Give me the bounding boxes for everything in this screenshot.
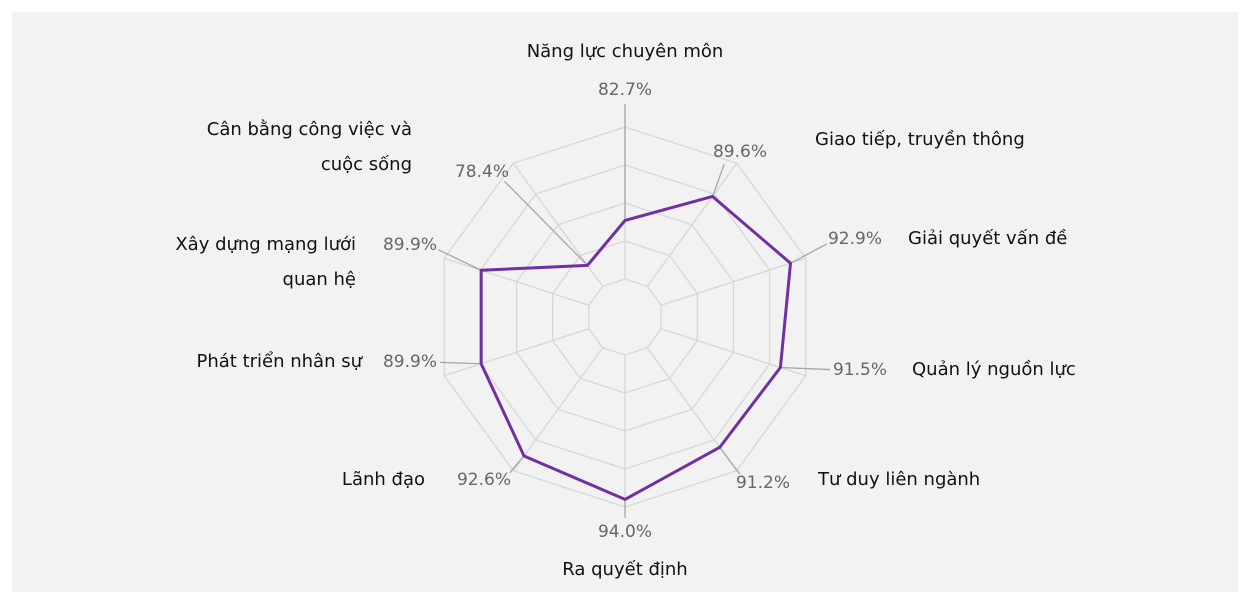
category-label: Cân bằng công việc và cuộc sống xyxy=(206,119,412,175)
category-label: Giải quyết vấn đề xyxy=(908,228,1068,249)
category-label: Lãnh đạo xyxy=(341,469,425,490)
leader-line xyxy=(711,163,725,197)
leader-line xyxy=(437,249,482,271)
category-label: Tư duy liên ngành xyxy=(818,469,981,490)
leader-line xyxy=(719,446,741,475)
spoke xyxy=(444,328,590,377)
leader-line xyxy=(509,455,525,474)
leader-line xyxy=(780,366,831,371)
category-label: Phát triển nhân sự xyxy=(196,351,363,372)
chart-area: 82.7% 89.6% 92.9% 91.5% 91.2% 94.0% 92.6% 89.9%… xyxy=(12,12,1238,592)
category-label: Giao tiếp, truyền thông xyxy=(815,129,1025,150)
value-label: 92.9% xyxy=(828,229,882,249)
value-label: 91.2% xyxy=(736,473,790,493)
spoke xyxy=(444,257,590,306)
spoke xyxy=(646,162,738,287)
leader-line xyxy=(504,180,588,266)
value-label: 89.9% xyxy=(383,352,437,372)
leader-line xyxy=(790,243,828,264)
spoke xyxy=(660,257,806,306)
leader-line xyxy=(439,361,482,365)
value-label: 91.5% xyxy=(833,360,887,380)
category-label: Ra quyết định xyxy=(562,559,688,580)
spoke xyxy=(512,347,604,472)
grid-ring xyxy=(588,278,662,356)
value-label: 94.0% xyxy=(598,522,652,542)
value-label: 82.7% xyxy=(598,80,652,100)
value-label: 89.6% xyxy=(713,142,767,162)
category-label: Quản lý nguồn lực xyxy=(912,359,1076,380)
chart: 82.7% 89.6% 92.9% 91.5% 91.2% 94.0% 92.6% 89.9%… xyxy=(383,80,887,542)
category-label: Năng lực chuyên môn xyxy=(526,41,724,62)
value-label: 92.6% xyxy=(457,470,511,490)
category-label: Xây dựng mạng lưới quan hệ xyxy=(175,234,356,290)
value-label: 89.9% xyxy=(383,235,437,255)
series-line xyxy=(479,194,793,501)
value-label: 78.4% xyxy=(455,162,509,182)
